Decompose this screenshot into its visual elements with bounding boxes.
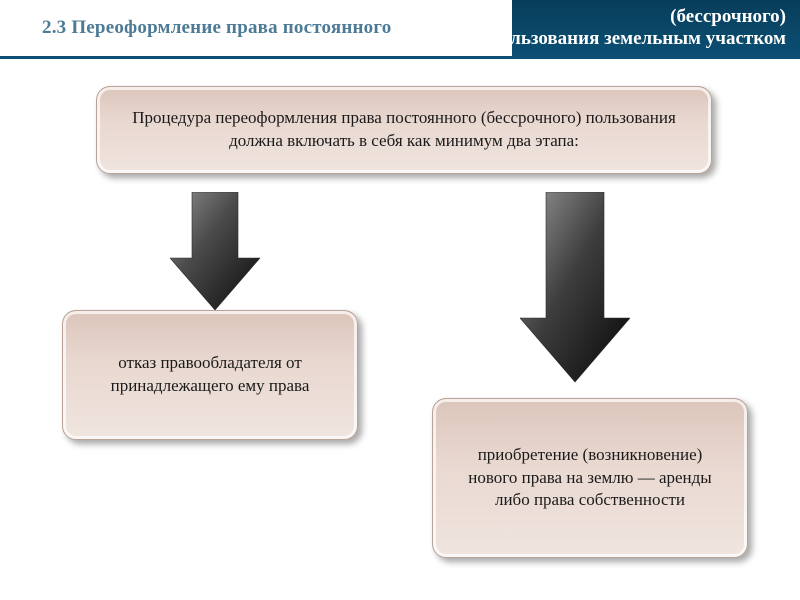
header-title-line1: 2.3 Переоформление права постоянного <box>42 17 391 39</box>
stage1-text: отказ правообладателя от принадлежащего … <box>85 352 335 398</box>
stage2-box: приобретение (возникновение) нового прав… <box>432 398 748 558</box>
header-title-line2: пользования земельным участком <box>490 28 786 50</box>
title-line1-right: (бессрочного) <box>670 6 786 28</box>
stage2-text: приобретение (возникновение) нового прав… <box>455 444 725 513</box>
arrow-right-icon <box>520 192 630 384</box>
stage1-box: отказ правообладателя от принадлежащего … <box>62 310 358 440</box>
intro-box: Процедура переоформления права постоянно… <box>96 86 712 174</box>
slide-header: 2.3 Переоформление права постоянного (бе… <box>0 0 800 56</box>
section-number: 2.3 <box>42 17 66 38</box>
header-divider <box>0 56 800 59</box>
arrow-left-icon <box>170 192 260 312</box>
title-line1-left: Переоформление права постоянного <box>71 17 391 38</box>
intro-text: Процедура переоформления права постоянно… <box>119 107 689 153</box>
